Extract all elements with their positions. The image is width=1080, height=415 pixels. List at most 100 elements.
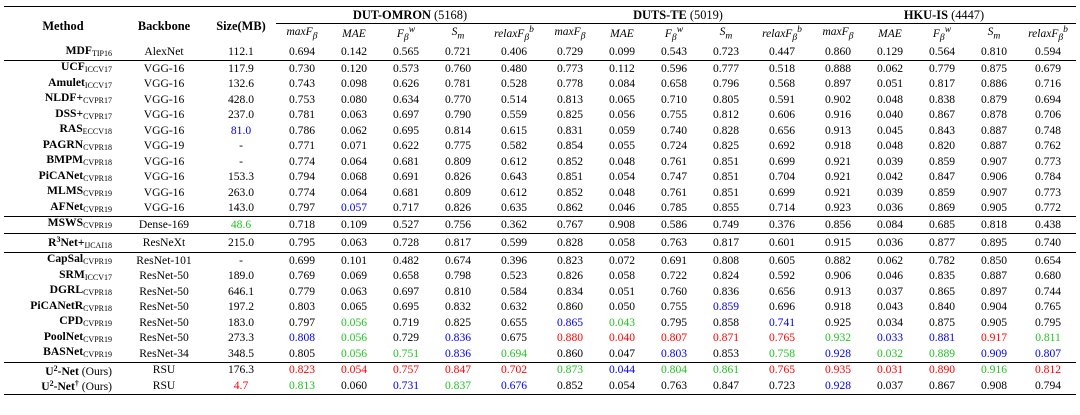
metric-value: 0.056 (340, 346, 368, 360)
metric-value: 0.905 (980, 315, 1008, 329)
metric-value: 0.691 (648, 252, 700, 269)
metric-value: 0.065 (608, 92, 636, 106)
metric-value: 0.921 (824, 154, 852, 168)
table-row: MSWSCVPR19 Dense-169 48.6 0.718 0.109 0.527 0.… (4, 216, 1077, 234)
metric-value: 0.836 (712, 284, 740, 298)
metric-value: 0.838 (928, 92, 956, 106)
metric-value: 0.729 (392, 331, 420, 345)
metric-value: 0.860 (824, 45, 852, 59)
metric-header: relaxFβb (762, 24, 802, 44)
metric-value: 0.932 (824, 331, 852, 345)
method-name: AFNetCVPR19 (50, 200, 112, 214)
metric-value: 0.062 (864, 252, 916, 269)
results-table-container: Method Backbone Size(MB) DUT-OMRON (5168… (4, 5, 1077, 395)
metric-value: 0.447 (768, 45, 796, 59)
size-cell: - (239, 139, 243, 153)
metric-value: 0.907 (980, 154, 1008, 168)
size-cell: 348.5 (227, 346, 255, 360)
metric-value: 0.749 (700, 216, 752, 234)
header-row-metrics: maxFβ MAE Fβw Sm relaxFβb maxFβ MAE Fβw Sm relaxF… (4, 24, 1076, 45)
method-header: Method (4, 5, 122, 45)
metric-value: 0.774 (288, 185, 316, 199)
metric-value: 0.897 (980, 284, 1008, 298)
metric-value: 0.832 (444, 300, 472, 314)
backbone-cell: RSU (122, 378, 206, 395)
method-name: SRMICCV17 (59, 268, 112, 282)
metric-value: 0.916 (968, 361, 1020, 379)
metric-value: 0.824 (712, 269, 740, 283)
metric-value: 0.859 (928, 154, 956, 168)
metric-value: 0.851 (556, 170, 584, 184)
metric-value: 0.064 (340, 185, 368, 199)
metric-value: 0.871 (712, 331, 740, 345)
metric-value: 0.825 (712, 139, 740, 153)
metric-value: 0.721 (444, 45, 472, 59)
metric-value: 0.811 (1035, 331, 1061, 345)
metric-value: 0.860 (556, 300, 584, 314)
metric-header: relaxFβb (1028, 24, 1068, 44)
metric-value: 0.717 (392, 201, 420, 215)
metric-value: 0.852 (556, 185, 584, 199)
metric-value: 0.862 (556, 201, 584, 215)
metric-value: 0.592 (768, 269, 796, 283)
metric-value: 0.681 (392, 185, 420, 199)
metric-value: 0.528 (500, 77, 528, 91)
metric-value: 0.886 (980, 77, 1008, 91)
metric-value: 0.781 (288, 108, 316, 122)
size-cell: 263.0 (227, 185, 255, 199)
metric-value: 0.065 (340, 300, 368, 314)
metric-value: 0.696 (768, 300, 796, 314)
metric-value: 0.887 (980, 139, 1008, 153)
metric-value: 0.716 (1034, 77, 1062, 91)
metric-value: 0.643 (500, 170, 528, 184)
metric-value: 0.031 (864, 361, 916, 379)
metric-value: 0.875 (968, 60, 1020, 77)
metric-value: 0.582 (500, 139, 528, 153)
metric-value: 0.847 (928, 170, 956, 184)
metric-value: 0.795 (660, 315, 688, 329)
table-row: R3Net+IJCAI18 ResNeXt 215.0 0.795 0.063 0.728… (4, 232, 1077, 253)
dataset-count: (4447) (951, 7, 985, 22)
metric-value: 0.803 (288, 300, 316, 314)
metric-value: 0.362 (484, 216, 544, 234)
table-row: SRMICCV17 ResNet-50 189.0 0.769 0.069 0.658 0.… (4, 269, 1076, 285)
metric-value: 0.823 (276, 361, 328, 379)
metric-value: 0.779 (288, 284, 316, 298)
metric-value: 0.817 (700, 232, 752, 253)
metric-value: 0.921 (824, 185, 852, 199)
metric-value: 0.887 (980, 123, 1008, 137)
metric-value: 0.730 (276, 60, 328, 77)
metric-value: 0.917 (980, 331, 1008, 345)
metric-value: 0.129 (876, 45, 904, 59)
metric-value: 0.723 (752, 378, 812, 395)
metric-value: 0.921 (824, 170, 852, 184)
method-name: MDFTIP16 (65, 44, 112, 58)
size-header: Size(MB) (206, 5, 276, 45)
metric-value: 0.740 (660, 123, 688, 137)
metric-value: 0.810 (444, 284, 472, 298)
metric-value: 0.060 (328, 378, 380, 395)
metric-value: 0.722 (660, 269, 688, 283)
metric-value: 0.043 (608, 315, 636, 329)
metric-value: 0.813 (556, 92, 584, 106)
metric-header: Sm (987, 25, 1001, 42)
metric-value: 0.828 (544, 232, 596, 253)
method-name: CPDCVPR19 (59, 315, 112, 329)
metric-value: 0.797 (288, 315, 316, 329)
metric-value: 0.596 (648, 60, 700, 77)
metric-value: 0.843 (928, 123, 956, 137)
metric-value: 0.773 (1034, 185, 1062, 199)
metric-value: 0.928 (812, 378, 864, 395)
metric-value: 0.051 (608, 284, 636, 298)
table-row: UCFICCV17 VGG-16 117.9 0.730 0.120 0.573 0.760… (4, 60, 1077, 77)
metric-value: 0.045 (876, 123, 904, 137)
metric-value: 0.889 (928, 346, 956, 360)
metric-value: 0.741 (768, 315, 796, 329)
metric-value: 0.859 (712, 300, 740, 314)
table-row: PiCANetRCVPR18 ResNet-50 197.2 0.803 0.065 0.… (4, 300, 1076, 316)
metric-value: 0.724 (660, 139, 688, 153)
metric-value: 0.865 (556, 315, 584, 329)
table-row: U2-Net (Ours) RSU 176.3 0.823 0.054 0.757 0.84… (4, 361, 1077, 379)
metric-value: 0.054 (608, 170, 636, 184)
metric-value: 0.040 (608, 331, 636, 345)
